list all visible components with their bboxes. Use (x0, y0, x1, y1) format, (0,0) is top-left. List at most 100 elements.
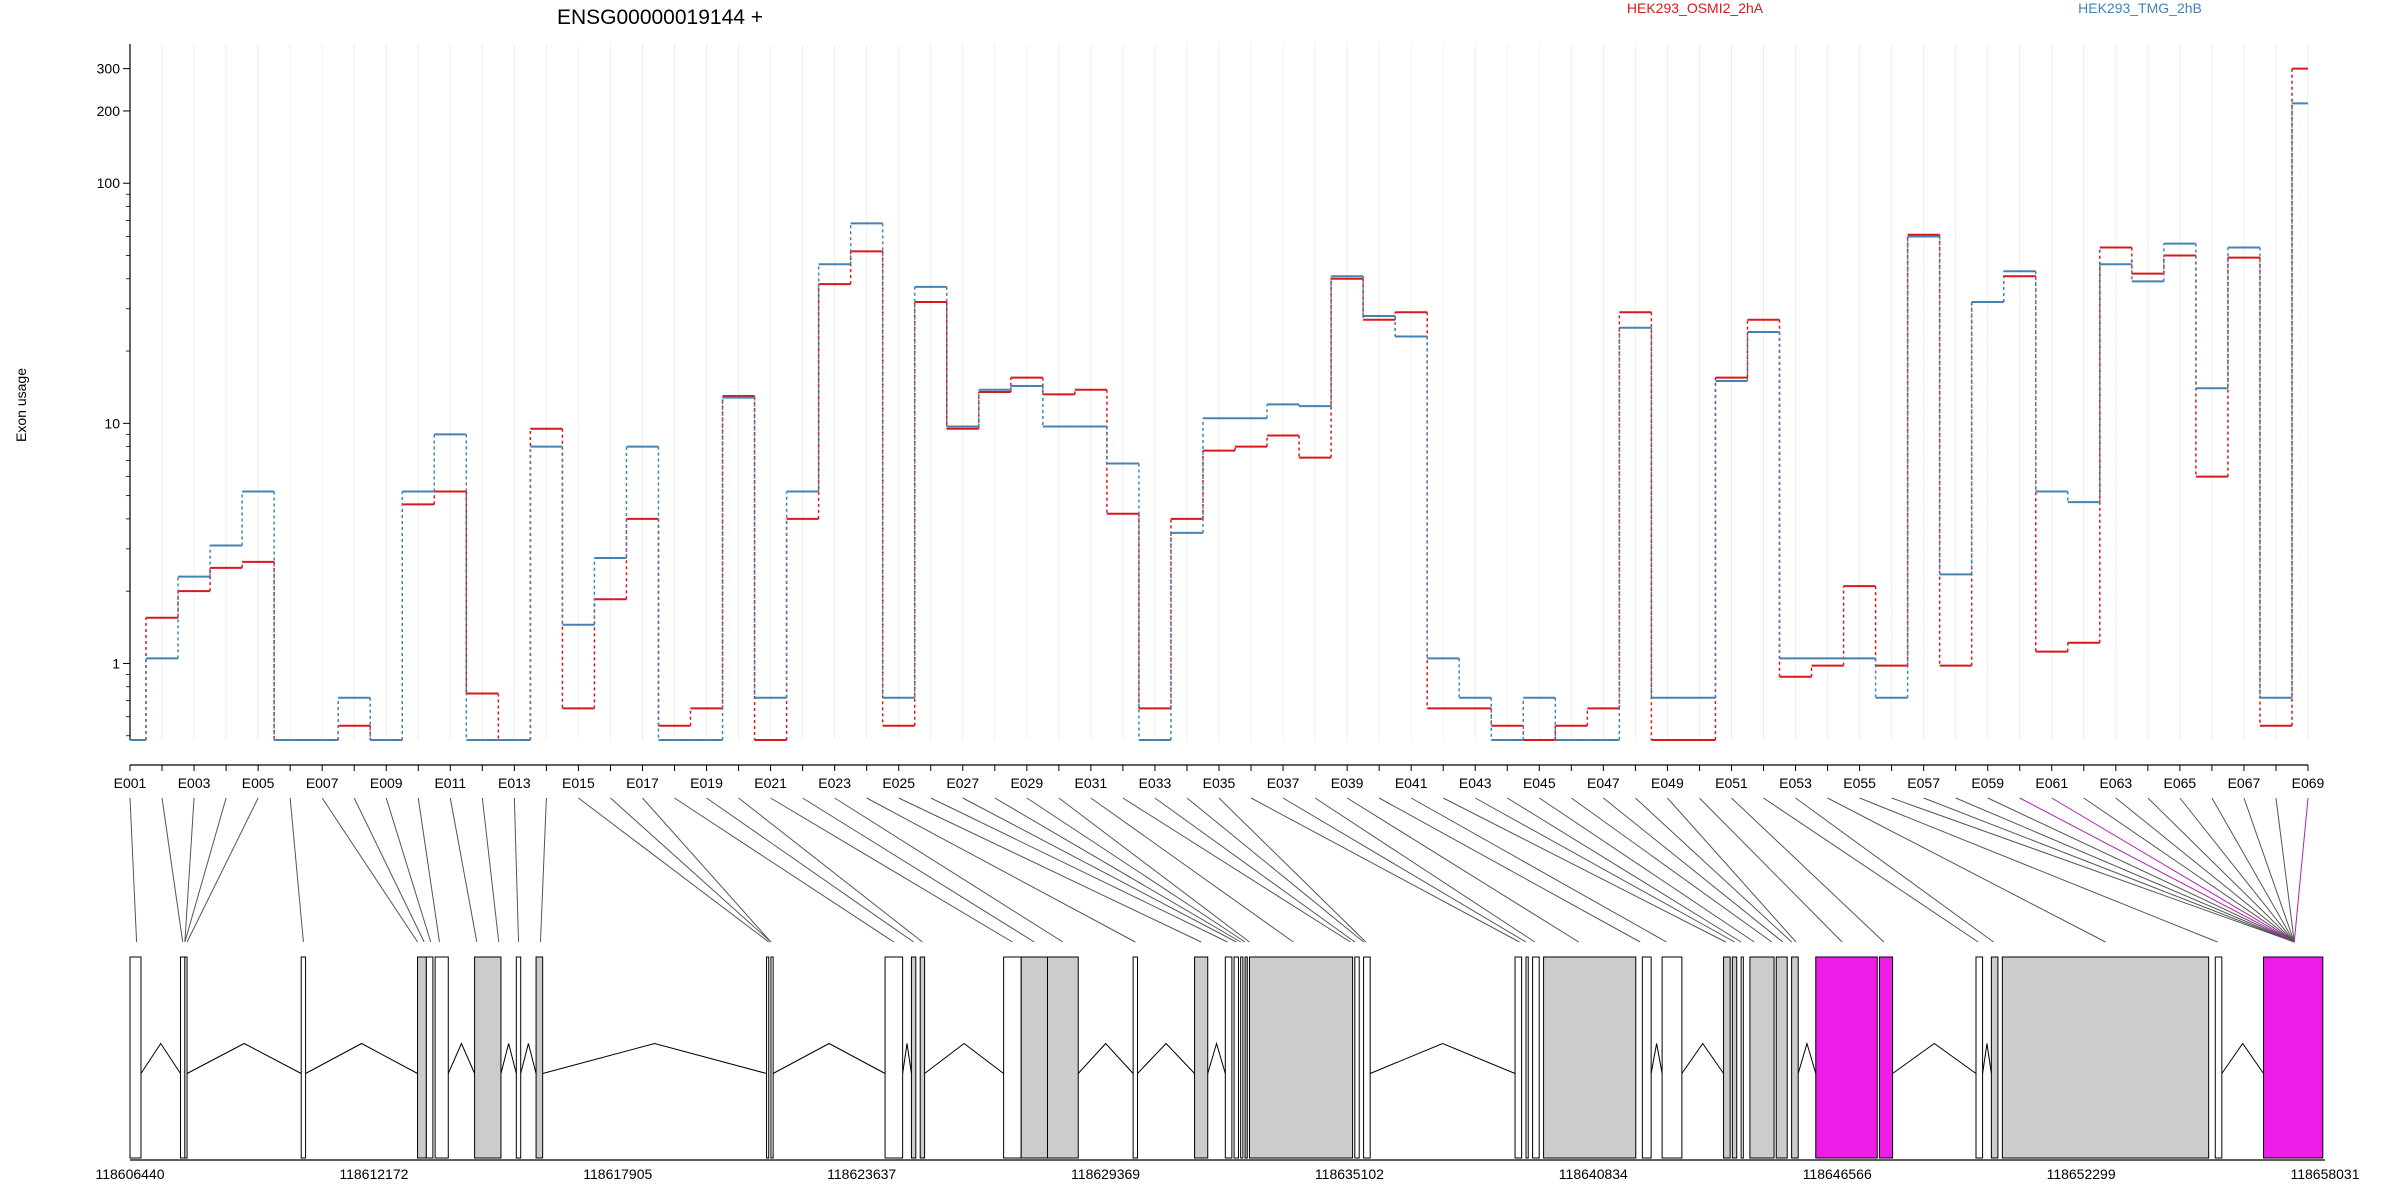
exon-connector (1923, 797, 2295, 943)
grid (129, 44, 2309, 740)
exon-connector (289, 797, 304, 943)
exon-connector (1667, 797, 1797, 943)
exon-connector (2115, 797, 2295, 943)
intron-line (520, 1043, 537, 1074)
genome-tick-label: 118617905 (583, 1166, 652, 1182)
x-tick-label: E035 (1203, 775, 1236, 791)
exon-connector (2275, 797, 2295, 943)
exon-connector (1699, 797, 1843, 943)
exon-connector (1603, 797, 1784, 943)
intron-line (140, 1042, 181, 1074)
exon-connector (2147, 797, 2295, 943)
exon-block (910, 956, 917, 1159)
intron-line (924, 1042, 1004, 1074)
x-tick-label: E063 (2099, 775, 2132, 791)
exon-block (417, 956, 427, 1159)
x-tick-label: E031 (1075, 775, 1108, 791)
exon-block (1047, 956, 1079, 1159)
x-tick-label: E053 (1779, 775, 1812, 791)
exon-connector (1218, 797, 1367, 943)
exon-block (1723, 956, 1731, 1159)
intron-line (772, 1042, 886, 1074)
legend-label-osmi: HEK293_OSMI2_2hA (1627, 0, 1764, 16)
exon-connector (1763, 797, 1979, 943)
x-tick-label: E005 (242, 775, 275, 791)
y-tick-label: 300 (97, 61, 121, 77)
exon-connector (161, 797, 184, 943)
exon-block (770, 956, 774, 1159)
exon-block (2214, 956, 2223, 1159)
exon-connector (994, 797, 1241, 943)
intron-line (1137, 1042, 1195, 1074)
exon-connector (2179, 797, 2295, 943)
exon-connector (186, 797, 259, 943)
intron-line (447, 1042, 476, 1074)
exon-block (1740, 956, 1744, 1159)
exon-connector (2293, 797, 2309, 943)
x-tick-label: E045 (1523, 775, 1556, 791)
exon-connector (706, 797, 914, 943)
exon-connector (1250, 797, 1520, 943)
exon-connector (898, 797, 1202, 943)
exon-block (1240, 956, 1244, 1159)
exon-connector (1827, 797, 2106, 943)
exon-block (1132, 956, 1139, 1159)
exon-connector (2243, 797, 2295, 943)
exon-connector (1282, 797, 1527, 943)
genome-tick-label: 118606440 (95, 1166, 164, 1182)
x-tick-label: E039 (1331, 775, 1364, 791)
exon-block (1224, 956, 1233, 1159)
exon-connector (1955, 797, 2295, 943)
exon-block (1514, 956, 1523, 1159)
x-tick-label: E017 (626, 775, 659, 791)
intron-line (1369, 1042, 1516, 1074)
x-tick-label: E015 (562, 775, 595, 791)
exon-connector (1410, 797, 1667, 943)
x-tick-label: E061 (2035, 775, 2068, 791)
x-tick-label: E027 (946, 775, 979, 791)
genome-tick-label: 118612172 (339, 1166, 408, 1182)
y-tick-label: 10 (104, 415, 120, 431)
exon-connector (129, 797, 138, 943)
intron-line (1207, 1041, 1226, 1074)
x-tick-label: E069 (2292, 775, 2325, 791)
exon-block (1194, 956, 1209, 1159)
axes: 1 10 100 200 300 E001 E003 E005 E007 E009 E011 E013… (97, 44, 2325, 791)
chart-title: ENSG00000019144 + (557, 6, 763, 29)
exon-connector (1346, 797, 1579, 943)
exon-connector (610, 797, 772, 943)
intron-line (2221, 1042, 2264, 1074)
exon-connector (1859, 797, 2218, 943)
exon-connector (184, 797, 195, 943)
exon-block (1731, 956, 1738, 1159)
exon-connector (385, 797, 432, 943)
intron-line (1892, 1042, 1977, 1074)
exon-connector (834, 797, 1064, 943)
exon-block (300, 956, 307, 1159)
x-tick-label: E009 (370, 775, 403, 791)
y-axis-label: Exon usage (13, 368, 29, 442)
exon-block (1244, 956, 1248, 1159)
x-tick-label: E055 (1843, 775, 1876, 791)
x-tick-label: E003 (178, 775, 211, 791)
genome-tick-label: 118629369 (1071, 1166, 1140, 1182)
x-tick-label: E057 (1907, 775, 1940, 791)
exon-connector (481, 797, 500, 943)
exon-connector (802, 797, 1035, 943)
genome-tick-label: 118652299 (2047, 1166, 2116, 1182)
x-tick-label: E049 (1651, 775, 1684, 791)
exon-block (1363, 956, 1371, 1159)
x-tick-label: E029 (1010, 775, 1043, 791)
exon-connector (1507, 797, 1742, 943)
x-tick-label: E065 (2164, 775, 2197, 791)
x-tick-label: E047 (1587, 775, 1620, 791)
x-tick-label: E013 (498, 775, 531, 791)
exon-connector (674, 797, 895, 943)
intron-line (186, 1042, 302, 1074)
x-tick-label: E041 (1395, 775, 1428, 791)
x-tick-label: E059 (1971, 775, 2004, 791)
exon-block (919, 956, 926, 1159)
exon-connector (1090, 797, 1294, 943)
exon-block (179, 956, 186, 1159)
exon-block (1532, 956, 1540, 1159)
